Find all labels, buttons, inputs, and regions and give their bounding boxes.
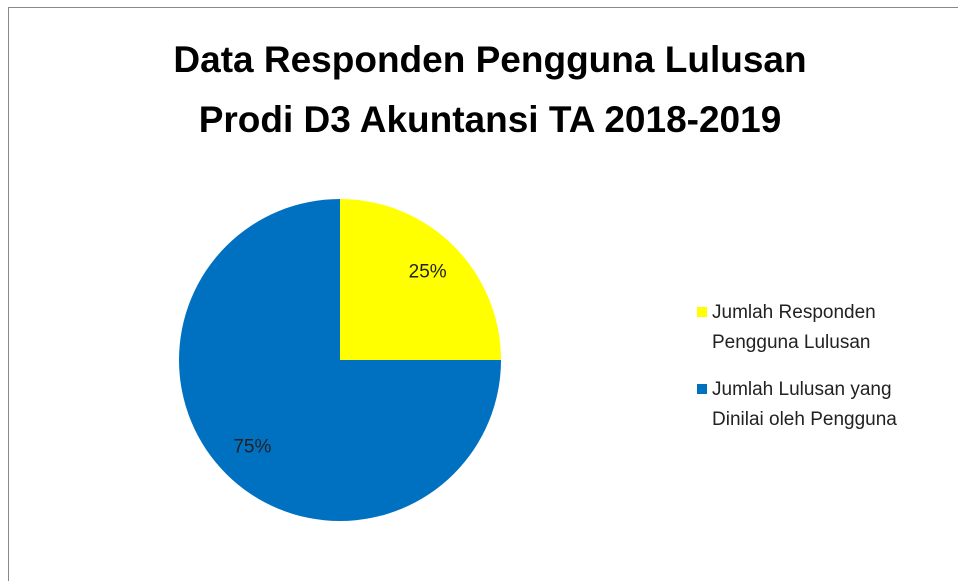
legend-item: Jumlah Lulusan yang Dinilai oleh Penggun…: [697, 375, 947, 435]
legend-label: Jumlah Responden Pengguna Lulusan: [712, 302, 876, 353]
pie-slice: [340, 199, 501, 360]
legend-swatch: [697, 307, 707, 317]
data-label: 25%: [409, 261, 447, 282]
pie-slice: [179, 199, 501, 521]
data-label: 75%: [233, 437, 271, 458]
legend-item: Jumlah Responden Pengguna Lulusan: [697, 298, 947, 358]
legend-swatch: [697, 384, 707, 394]
legend-label: Jumlah Lulusan yang Dinilai oleh Penggun…: [712, 379, 897, 430]
chart-border: [8, 7, 958, 581]
chart-title: Data Responden Pengguna Lulusan: [173, 39, 806, 80]
chart-title: Prodi D3 Akuntansi TA 2018-2019: [199, 99, 782, 140]
